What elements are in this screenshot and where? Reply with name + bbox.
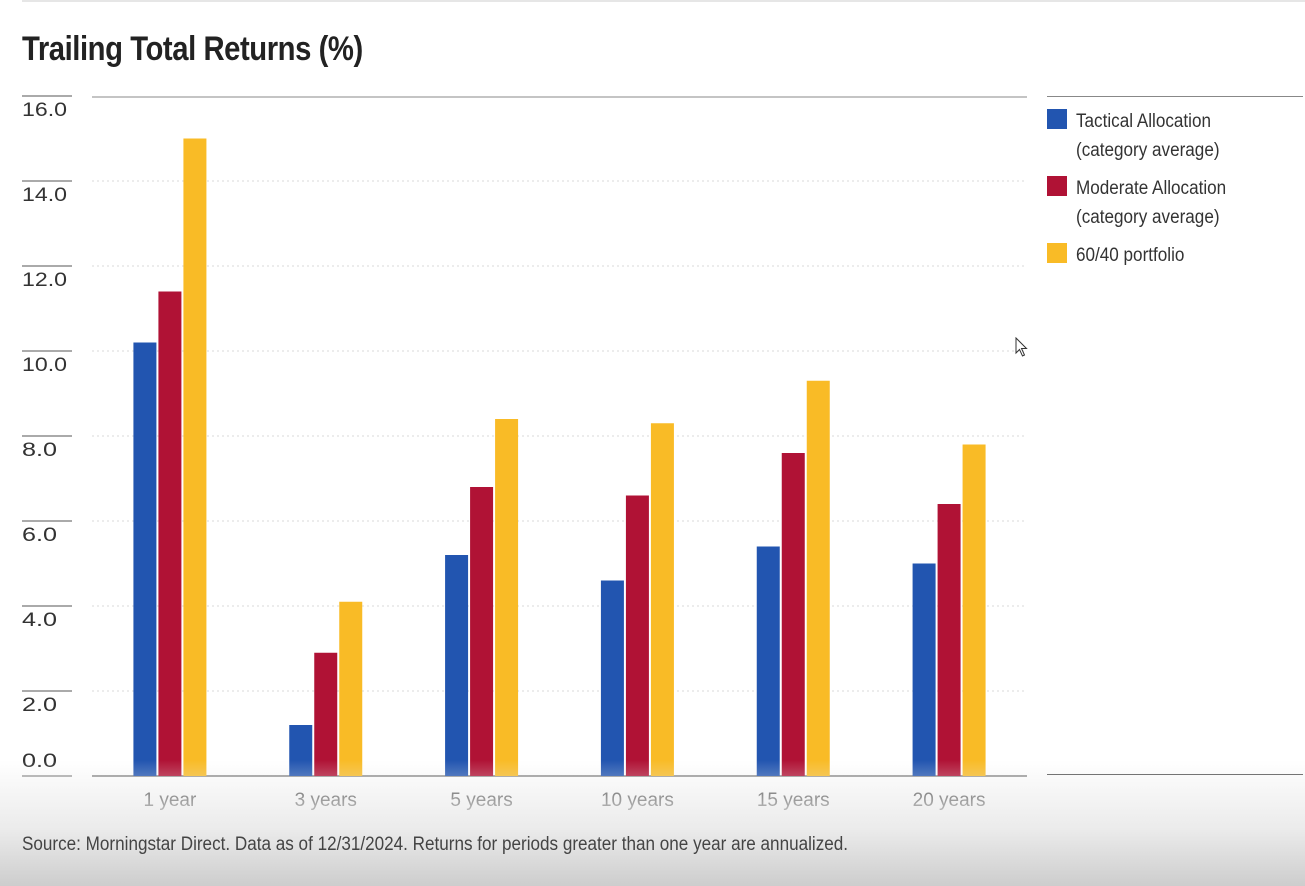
legend-item-moderate: Moderate Allocation (category average) — [1047, 174, 1243, 232]
legend-item-6040: 60/40 portfolio — [1047, 241, 1196, 270]
bar-tactical-4 — [756, 546, 780, 776]
bar-moderate-0 — [158, 291, 182, 776]
bar-6040-0 — [183, 138, 207, 776]
bar-6040-3 — [650, 423, 674, 776]
chart-title: Trailing Total Returns (%) — [22, 30, 363, 68]
y-tick-label: 6.0 — [22, 525, 57, 546]
bar-tactical-5 — [912, 563, 936, 776]
bar-moderate-2 — [470, 487, 494, 776]
y-tick-label: 14.0 — [22, 185, 67, 206]
y-tick-label: 16.0 — [22, 100, 67, 121]
bar-6040-5 — [962, 444, 986, 776]
y-tick-label: 8.0 — [22, 440, 57, 461]
legend-label-tactical: Tactical Allocation — [1076, 111, 1211, 132]
footer-background — [0, 760, 1305, 886]
bar-chart: 0.02.04.06.08.010.012.014.016.01 year3 y… — [22, 95, 1027, 811]
bar-moderate-4 — [781, 453, 805, 776]
bar-6040-4 — [806, 380, 830, 776]
y-tick-label: 10.0 — [22, 355, 67, 376]
source-note: Source: Morningstar Direct. Data as of 1… — [22, 834, 849, 855]
bar-6040-1 — [339, 601, 363, 776]
y-tick-label: 4.0 — [22, 610, 57, 631]
legend-sublabel-tactical: (category average) — [1076, 140, 1220, 161]
bar-tactical-2 — [445, 555, 469, 776]
legend-swatch-tactical — [1047, 109, 1067, 129]
bar-moderate-1 — [314, 652, 338, 776]
bar-tactical-3 — [600, 580, 624, 776]
legend-label-moderate: Moderate Allocation — [1076, 178, 1227, 199]
bar-moderate-3 — [625, 495, 649, 776]
bar-tactical-0 — [133, 342, 157, 776]
legend-label-6040: 60/40 portfolio — [1076, 245, 1185, 266]
top-divider — [22, 0, 1305, 2]
y-tick-label: 2.0 — [22, 695, 57, 716]
mouse-pointer-icon — [1015, 337, 1028, 357]
bar-moderate-5 — [937, 504, 961, 776]
legend-top-divider — [1047, 96, 1303, 97]
legend-item-tactical: Tactical Allocation (category average) — [1047, 107, 1235, 165]
legend-swatch-moderate — [1047, 176, 1067, 196]
legend-swatch-6040 — [1047, 243, 1067, 263]
legend-sublabel-moderate: (category average) — [1076, 207, 1220, 228]
y-tick-label: 12.0 — [22, 270, 67, 291]
bar-6040-2 — [495, 419, 519, 776]
